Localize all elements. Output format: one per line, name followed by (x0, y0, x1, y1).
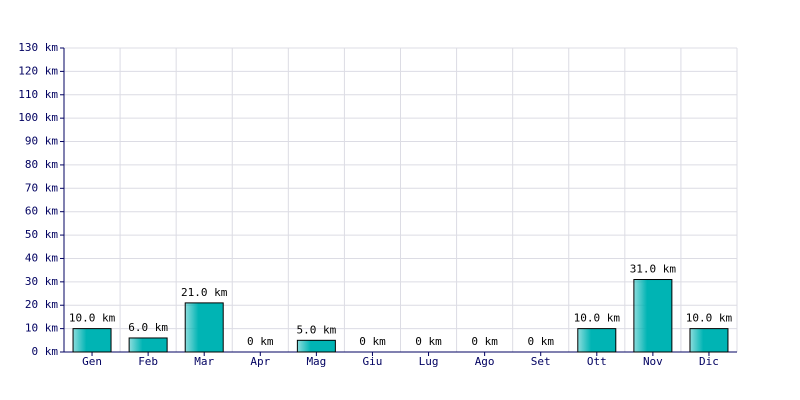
value-label: 0 km (247, 335, 274, 348)
y-tick-label: 30 km (25, 275, 58, 288)
x-tick-label: Lug (419, 355, 439, 368)
bar (689, 328, 729, 353)
y-tick-label: 130 km (18, 41, 58, 54)
value-label: 10.0 km (69, 312, 116, 325)
bar (128, 337, 168, 353)
x-tick-label: Ott (587, 355, 607, 368)
x-tick-label: Ago (475, 355, 495, 368)
value-label: 21.0 km (181, 286, 228, 299)
value-label: 0 km (359, 335, 386, 348)
value-label: 0 km (527, 335, 554, 348)
x-tick-label: Nov (643, 355, 663, 368)
y-tick-label: 40 km (25, 251, 58, 264)
y-tick-label: 120 km (18, 64, 58, 77)
y-tick-label: 80 km (25, 158, 58, 171)
x-tick-label: Mar (194, 355, 214, 368)
bar (577, 328, 617, 353)
y-tick-label: 110 km (18, 88, 58, 101)
y-tick-label: 60 km (25, 205, 58, 218)
y-tick-label: 0 km (32, 345, 59, 358)
x-tick-label: Mag (306, 355, 326, 368)
x-tick-label: Gen (82, 355, 102, 368)
value-label: 10.0 km (686, 312, 733, 325)
x-tick-label: Feb (138, 355, 158, 368)
bar (184, 302, 224, 353)
value-label: 0 km (471, 335, 498, 348)
y-tick-label: 10 km (25, 322, 58, 335)
y-tick-label: 20 km (25, 298, 58, 311)
value-label: 31.0 km (630, 263, 677, 276)
value-label: 6.0 km (128, 321, 168, 334)
bar (296, 339, 336, 353)
y-tick-label: 100 km (18, 111, 58, 124)
value-label: 10.0 km (574, 312, 621, 325)
x-tick-label: Set (531, 355, 551, 368)
y-tick-label: 70 km (25, 181, 58, 194)
x-tick-label: Dic (699, 355, 719, 368)
bar (72, 328, 112, 353)
bar (633, 279, 673, 353)
x-tick-label: Giu (363, 355, 383, 368)
value-label: 5.0 km (297, 323, 337, 336)
y-tick-label: 90 km (25, 135, 58, 148)
x-tick-label: Apr (250, 355, 270, 368)
y-tick-label: 50 km (25, 228, 58, 241)
value-label: 0 km (415, 335, 442, 348)
